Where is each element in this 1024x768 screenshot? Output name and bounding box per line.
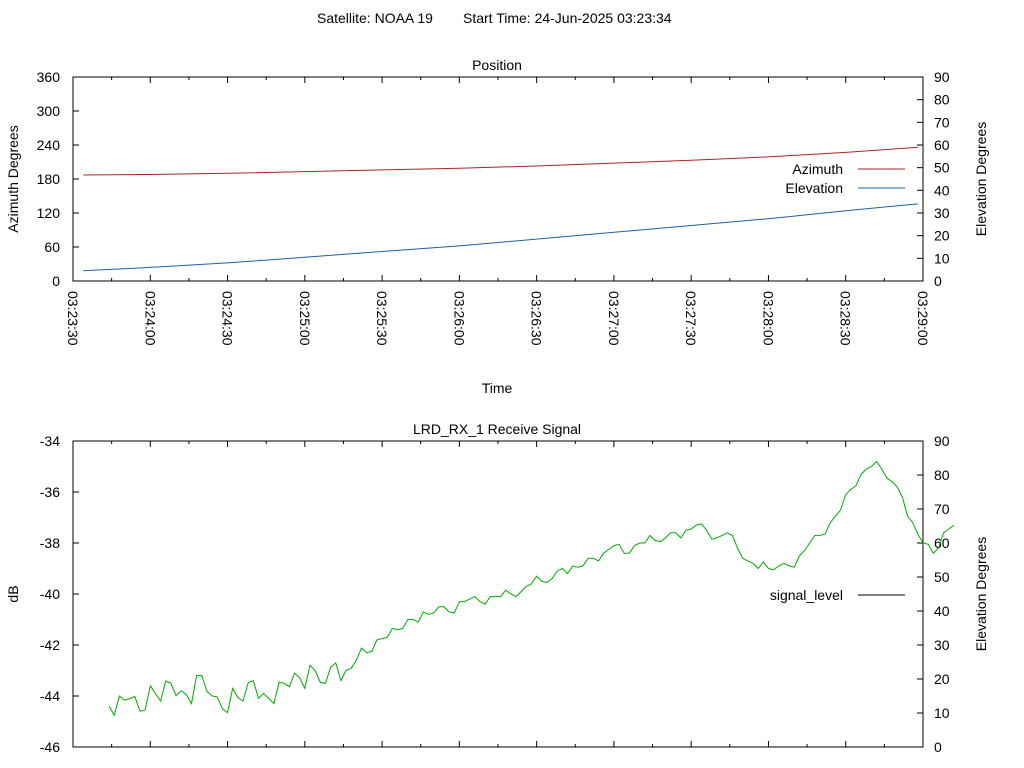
legend-label-azimuth: Azimuth: [792, 161, 843, 177]
y-tick-label: 180: [37, 171, 61, 187]
position-legend: Azimuth Elevation: [785, 161, 905, 196]
y-tick-label: -42: [40, 637, 60, 653]
y2-tick-label: 70: [934, 501, 950, 517]
legend-label-signal: signal_level: [770, 587, 843, 603]
y-tick-label: 240: [37, 137, 61, 153]
y2-tick-label: 30: [934, 205, 950, 221]
position-right-axis: 0 10 20 30 40 50 60 70 80 90: [917, 69, 950, 289]
signal-plot: LRD_RX_1 Receive Signal -46-44-42-40-38-…: [5, 421, 989, 755]
position-xlabel: Time: [482, 380, 513, 396]
y2-tick-label: 30: [934, 637, 950, 653]
signal-series: [108, 460, 955, 717]
y2-tick-label: 90: [934, 69, 950, 85]
legend-label-elevation: Elevation: [785, 180, 843, 196]
signal-legend: signal_level: [770, 587, 905, 603]
start-time-label: Start Time: 24-Jun-2025 03:23:34: [463, 10, 672, 26]
x-tick-label: 03:24:30: [220, 291, 236, 346]
position-title: Position: [472, 57, 522, 73]
series-line-elevation: [83, 203, 918, 272]
position-series: [83, 146, 918, 272]
y2-tick-label: 40: [934, 182, 950, 198]
y-tick-label: -44: [40, 688, 60, 704]
x-tick-label: 03:26:30: [529, 291, 545, 346]
signal-right-axis: 0 10 20 30 40 50 60 70 80 90: [917, 433, 950, 755]
y2-tick-label: 50: [934, 160, 950, 176]
y-tick-label: 300: [37, 103, 61, 119]
y-tick-label: -46: [40, 739, 60, 755]
y-tick-label: -36: [40, 484, 60, 500]
y2-tick-label: 20: [934, 671, 950, 687]
y-tick-label: 120: [37, 205, 61, 221]
x-tick-label: 03:26:00: [451, 291, 467, 346]
y2-tick-label: 60: [934, 137, 950, 153]
signal-left-axis: -46 -44 -42 -40 -38 -36 -34: [40, 433, 79, 755]
position-time-axis: 03:23:30 03:24:00 03:24:30 03:25:00 03:25:30…: [65, 77, 931, 346]
x-tick-label: 03:23:30: [65, 291, 81, 346]
x-tick-label: 03:25:30: [374, 291, 390, 346]
x-tick-label: 03:28:30: [838, 291, 854, 346]
y-tick-label: 360: [37, 69, 61, 85]
x-tick-label: 03:27:30: [683, 291, 699, 346]
series-line-azimuth: [83, 146, 918, 176]
x-tick-label: 03:28:00: [760, 291, 776, 346]
y2-tick-label: 70: [934, 114, 950, 130]
y-tick-label: 60: [44, 239, 60, 255]
x-tick-label: 03:27:00: [606, 291, 622, 346]
y2-tick-label: 80: [934, 92, 950, 108]
y2-tick-label: 90: [934, 433, 950, 449]
y2-tick-label: 60: [934, 535, 950, 551]
position-y2label: Elevation Degrees: [973, 122, 989, 236]
y-tick-label: -38: [40, 535, 60, 551]
satellite-label: Satellite: NOAA 19: [317, 10, 433, 26]
y2-tick-label: 20: [934, 228, 950, 244]
y-tick-label: -40: [40, 586, 60, 602]
position-ylabel: Azimuth Degrees: [5, 125, 21, 232]
y2-tick-label: 0: [934, 273, 942, 289]
x-tick-label: 03:25:00: [297, 291, 313, 346]
y2-tick-label: 40: [934, 603, 950, 619]
position-left-axis: 0 60 120 180 240 300 360: [37, 69, 79, 289]
x-tick-label: 03:29:00: [915, 291, 931, 346]
x-tick-label: 03:24:00: [142, 291, 158, 346]
y2-tick-label: 10: [934, 705, 950, 721]
y-tick-label: -34: [40, 433, 60, 449]
signal-y2label: Elevation Degrees: [973, 537, 989, 651]
y-tick-label: 0: [52, 273, 60, 289]
y2-tick-label: 80: [934, 467, 950, 483]
y2-tick-label: 0: [934, 739, 942, 755]
position-frame: [72, 76, 924, 282]
series-line-signal-level: [108, 460, 955, 717]
signal-ylabel: dB: [5, 585, 21, 602]
position-plot: Position 0 60 120 180 240 300 360 0 10 20 30 40 50 6…: [5, 57, 989, 396]
signal-title: LRD_RX_1 Receive Signal: [413, 421, 581, 437]
y2-tick-label: 10: [934, 250, 950, 266]
signal-time-axis: [72, 441, 924, 747]
y2-tick-label: 50: [934, 569, 950, 585]
